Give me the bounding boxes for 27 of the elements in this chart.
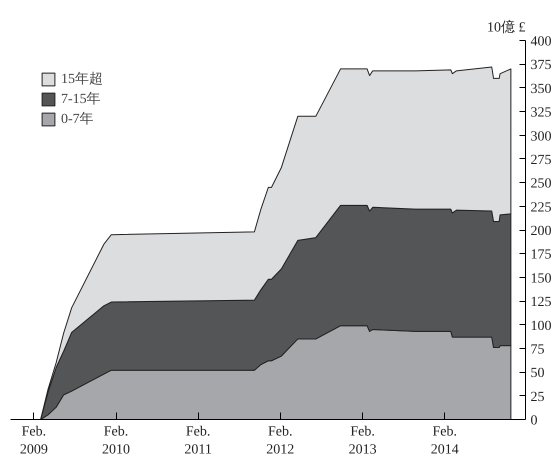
legend-label: 7-15年 <box>61 90 101 108</box>
x-tick-label: Feb. 2014 <box>430 424 459 458</box>
y-tick-label: 150 <box>530 271 552 286</box>
x-tick-label: Feb. 2010 <box>102 424 130 458</box>
y-tick-label: 250 <box>530 176 552 192</box>
y-tick-label: 100 <box>530 318 552 334</box>
y-tick-label: 275 <box>530 152 552 168</box>
y-tick-label: 25 <box>530 390 544 405</box>
x-tick-label: Feb. 2009 <box>20 424 48 458</box>
y-tick-label: 50 <box>530 366 544 382</box>
y-tick-label: 400 <box>530 34 552 50</box>
legend-label: 0-7年 <box>61 110 94 128</box>
y-tick-label: 225 <box>530 200 552 216</box>
y-axis-title: 10億 £ <box>487 20 526 36</box>
y-tick-label: 300 <box>530 129 552 144</box>
legend-label: 15年超 <box>61 70 103 88</box>
y-tick-label: 0 <box>530 414 538 428</box>
y-tick-label: 325 <box>530 106 552 121</box>
x-tick-label: Feb. 2011 <box>184 424 212 458</box>
y-tick-label: 375 <box>530 58 552 74</box>
x-tick-label: Feb. 2013 <box>348 424 377 458</box>
x-tick-label: Feb. 2012 <box>266 424 294 458</box>
y-tick-label: 75 <box>530 342 544 358</box>
y-tick-label: 175 <box>530 248 552 263</box>
y-tick-label: 125 <box>530 295 552 310</box>
y-tick-label: 200 <box>530 224 552 239</box>
y-tick-label: 350 <box>530 82 552 97</box>
